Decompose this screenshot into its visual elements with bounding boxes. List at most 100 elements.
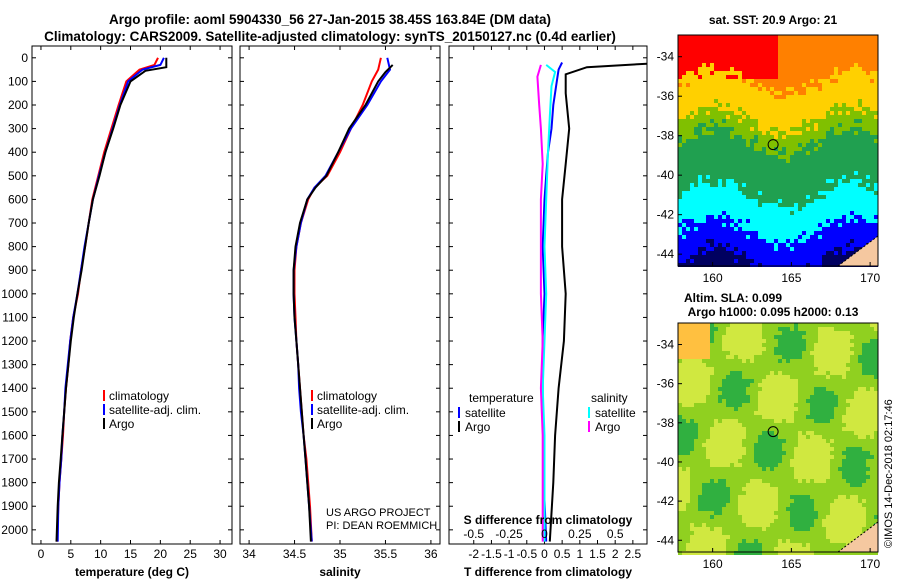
map-cell xyxy=(858,395,862,399)
map-cell xyxy=(686,395,690,399)
map-cell xyxy=(810,199,814,203)
map-cell xyxy=(774,219,778,223)
x-tick-label: 1.5 xyxy=(589,547,606,561)
map-cell xyxy=(694,247,698,251)
map-cell xyxy=(746,67,750,71)
map-cell xyxy=(694,155,698,159)
map-cell xyxy=(782,447,786,451)
map-cell xyxy=(750,91,754,95)
map-cell xyxy=(846,415,850,419)
map-cell xyxy=(694,339,698,343)
map-cell xyxy=(698,195,702,199)
map-cell xyxy=(846,199,850,203)
map-cell xyxy=(830,203,834,207)
map-cell xyxy=(690,183,694,187)
map-cell xyxy=(726,171,730,175)
map-cell xyxy=(826,107,830,111)
legend-label: satellite-adj. clim. xyxy=(317,403,409,417)
map-cell xyxy=(810,167,814,171)
map-cell xyxy=(870,387,874,391)
map-cell xyxy=(682,227,686,231)
map-cell xyxy=(838,419,842,423)
map-cell xyxy=(682,119,686,123)
map-cell xyxy=(722,155,726,159)
map-cell xyxy=(798,423,802,427)
map-cell xyxy=(826,351,830,355)
map-cell xyxy=(802,443,806,447)
map-cell xyxy=(686,259,690,263)
map-cell xyxy=(826,427,830,431)
map-cell xyxy=(746,355,750,359)
map-cell xyxy=(698,455,702,459)
map-cell xyxy=(794,435,798,439)
map-cell xyxy=(754,451,758,455)
map-cell xyxy=(750,423,754,427)
map-cell xyxy=(806,235,810,239)
map-cell xyxy=(710,427,714,431)
map-cell xyxy=(822,383,826,387)
map-cell xyxy=(710,203,714,207)
map-cell xyxy=(694,127,698,131)
map-cell xyxy=(810,259,814,263)
map-cell xyxy=(762,427,766,431)
map-cell xyxy=(770,67,774,71)
map-cell xyxy=(694,263,698,267)
map-cell xyxy=(866,363,870,367)
map-cell xyxy=(730,463,734,467)
map-cell xyxy=(818,323,822,327)
map-cell xyxy=(770,127,774,131)
map-cell xyxy=(834,131,838,135)
map-cell xyxy=(714,231,718,235)
map-cell xyxy=(862,131,866,135)
map-cell xyxy=(810,131,814,135)
map-cell xyxy=(730,175,734,179)
map-cell xyxy=(734,323,738,327)
map-cell xyxy=(806,163,810,167)
map-cell xyxy=(754,171,758,175)
map-cell xyxy=(754,159,758,163)
map-cell xyxy=(810,455,814,459)
x-tick-label: -0.5 xyxy=(516,547,537,561)
map-cell xyxy=(862,419,866,423)
map-cell xyxy=(874,203,878,207)
map-cell xyxy=(722,387,726,391)
map-cell xyxy=(798,211,802,215)
map-cell xyxy=(794,159,798,163)
map-cell xyxy=(722,43,726,47)
map-cell xyxy=(806,435,810,439)
map-cell xyxy=(714,183,718,187)
map-cell xyxy=(830,91,834,95)
map-cell xyxy=(714,419,718,423)
map-cell xyxy=(714,367,718,371)
map-cell xyxy=(838,163,842,167)
map-cell xyxy=(690,443,694,447)
map-cell xyxy=(730,119,734,123)
map-cell xyxy=(826,403,830,407)
map-cell xyxy=(838,143,842,147)
map-cell xyxy=(870,355,874,359)
map-cell xyxy=(734,163,738,167)
map-cell xyxy=(726,71,730,75)
map-cell xyxy=(746,395,750,399)
map-cell xyxy=(834,111,838,115)
map-cell xyxy=(866,343,870,347)
map-cell xyxy=(746,247,750,251)
map-cell xyxy=(722,131,726,135)
map-cell xyxy=(690,331,694,335)
map-cell xyxy=(738,359,742,363)
map-cell xyxy=(686,171,690,175)
map-cell xyxy=(854,79,858,83)
map-cell xyxy=(862,375,866,379)
map-cell xyxy=(778,239,782,243)
map-cell xyxy=(826,199,830,203)
map-cell xyxy=(726,247,730,251)
map-cell xyxy=(726,359,730,363)
map-cell xyxy=(758,223,762,227)
map-cell xyxy=(770,367,774,371)
map-cell xyxy=(702,71,706,75)
map-cell xyxy=(770,451,774,455)
map-cell xyxy=(798,79,802,83)
map-cell xyxy=(730,55,734,59)
map-cell xyxy=(842,63,846,67)
map-cell xyxy=(682,43,686,47)
